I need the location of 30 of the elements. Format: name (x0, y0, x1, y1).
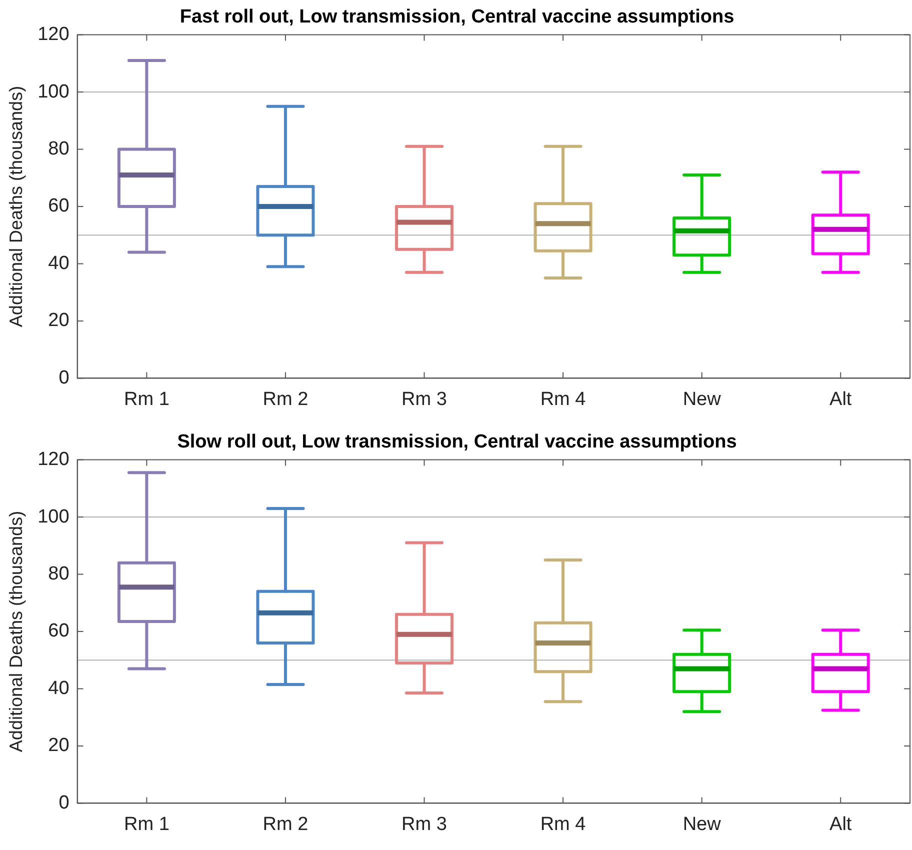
y-tick-label: 0 (58, 367, 70, 388)
y-tick-label: 0 (58, 792, 70, 814)
y-tick-label: 100 (38, 506, 70, 528)
x-tick-label: Rm 3 (402, 814, 447, 835)
x-tick-label: Alt (830, 388, 852, 410)
x-tick-label: Alt (830, 814, 852, 835)
y-tick-label: 80 (48, 564, 70, 584)
y-tick-label: 20 (48, 735, 70, 756)
y-tick-label: 120 (38, 24, 70, 46)
x-tick-label: New (682, 814, 722, 835)
chart-title: Slow roll out, Low transmission, Central vaccine assumptions (177, 432, 737, 453)
x-tick-label: Rm 1 (124, 388, 170, 410)
y-tick-label: 60 (48, 620, 70, 642)
y-axis-title: Additional Deaths (thousands) (6, 510, 26, 752)
x-tick-label: Rm 3 (402, 388, 447, 410)
x-tick-label: Rm 2 (262, 814, 308, 835)
x-tick-label: Rm 2 (262, 388, 308, 410)
y-tick-label: 80 (48, 138, 70, 160)
x-tick-label: Rm 1 (124, 814, 170, 835)
x-tick-label: Rm 4 (540, 814, 586, 835)
y-tick-label: 40 (48, 252, 70, 274)
x-tick-label: New (682, 388, 722, 410)
y-tick-label: 40 (48, 678, 70, 699)
y-tick-label: 100 (38, 81, 70, 102)
x-tick-label: Rm 4 (540, 388, 586, 410)
y-tick-label: 20 (48, 310, 70, 332)
y-tick-label: 60 (48, 196, 70, 217)
y-axis-title: Additional Deaths (thousands) (6, 86, 26, 328)
y-tick-label: 120 (38, 449, 70, 470)
chart-title: Fast roll out, Low transmission, Central vaccine assumptions (180, 6, 734, 28)
